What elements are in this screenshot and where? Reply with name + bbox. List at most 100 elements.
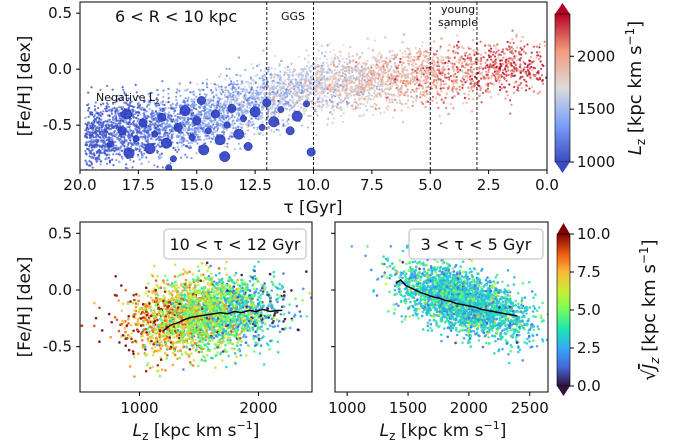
data-point <box>522 61 525 64</box>
data-point <box>138 127 141 130</box>
data-point <box>266 80 269 83</box>
data-point <box>317 76 320 79</box>
data-point <box>145 110 148 113</box>
data-point <box>526 74 529 77</box>
data-point <box>144 130 147 133</box>
data-point <box>402 79 405 82</box>
data-point <box>243 98 246 101</box>
data-point <box>194 131 197 134</box>
data-point <box>314 67 317 70</box>
data-point <box>180 145 183 148</box>
data-point <box>520 87 523 90</box>
data-point <box>90 127 93 130</box>
data-point <box>371 63 374 66</box>
data-point <box>499 63 502 66</box>
data-point <box>250 124 253 127</box>
data-point <box>285 71 288 74</box>
data-point <box>210 121 213 124</box>
data-point <box>116 94 119 97</box>
data-point <box>118 106 121 109</box>
data-point <box>232 91 235 94</box>
data-point <box>145 105 149 108</box>
data-point <box>473 84 476 87</box>
data-point <box>539 60 542 63</box>
data-point <box>104 120 107 123</box>
data-point <box>144 139 147 143</box>
data-point <box>134 127 137 130</box>
data-point <box>119 117 122 120</box>
data-point <box>297 72 300 75</box>
data-point <box>460 80 463 83</box>
data-point <box>344 80 347 83</box>
data-point <box>499 59 502 62</box>
data-point <box>219 91 222 94</box>
data-point <box>316 100 319 103</box>
data-point <box>505 79 508 82</box>
data-point <box>181 120 184 123</box>
data-point <box>487 77 490 80</box>
data-point <box>374 90 377 93</box>
data-point <box>225 103 229 106</box>
data-point <box>365 86 368 89</box>
data-point <box>452 70 455 73</box>
data-point <box>256 117 259 120</box>
data-point <box>113 133 117 136</box>
data-point <box>314 74 317 77</box>
data-point <box>467 45 470 49</box>
data-point <box>391 76 394 79</box>
data-point <box>499 76 502 79</box>
data-point <box>455 50 458 54</box>
data-point <box>112 102 115 105</box>
data-point <box>535 56 538 60</box>
data-point <box>341 87 344 90</box>
data-point <box>460 65 463 68</box>
data-point <box>301 95 304 98</box>
data-point <box>513 74 517 77</box>
data-point <box>154 113 157 116</box>
data-point <box>396 53 399 56</box>
data-point <box>371 49 374 52</box>
data-point <box>333 117 336 120</box>
data-point <box>188 124 192 127</box>
data-point <box>497 73 500 77</box>
data-point <box>135 122 138 125</box>
data-point <box>292 99 295 102</box>
data-point <box>446 65 449 68</box>
data-point <box>308 69 311 72</box>
data-point <box>311 100 314 103</box>
data-point <box>346 105 349 108</box>
data-point <box>349 86 352 89</box>
data-point <box>143 114 146 117</box>
data-point <box>239 122 242 125</box>
data-point <box>125 163 128 166</box>
data-point <box>518 53 521 56</box>
data-point <box>126 126 129 129</box>
data-point <box>400 90 403 94</box>
data-point <box>519 63 522 66</box>
data-point <box>464 71 467 74</box>
data-point <box>204 113 207 116</box>
data-point <box>535 45 538 48</box>
data-point <box>424 70 427 73</box>
data-point <box>378 61 381 64</box>
data-point <box>269 106 272 109</box>
data-point <box>379 58 382 61</box>
data-point <box>129 118 132 121</box>
data-point <box>393 109 396 112</box>
data-point <box>470 86 473 89</box>
data-point <box>105 124 108 127</box>
data-point <box>435 79 438 82</box>
data-point <box>198 135 201 138</box>
data-point <box>114 122 117 125</box>
data-point <box>215 105 218 109</box>
data-point <box>297 97 301 100</box>
data-point <box>180 156 183 159</box>
data-point <box>431 95 434 98</box>
data-point <box>417 87 420 90</box>
data-point <box>117 109 120 112</box>
data-point <box>512 66 516 69</box>
data-point <box>172 146 175 149</box>
data-point <box>118 153 121 156</box>
data-point <box>97 106 100 110</box>
data-point <box>186 145 189 148</box>
